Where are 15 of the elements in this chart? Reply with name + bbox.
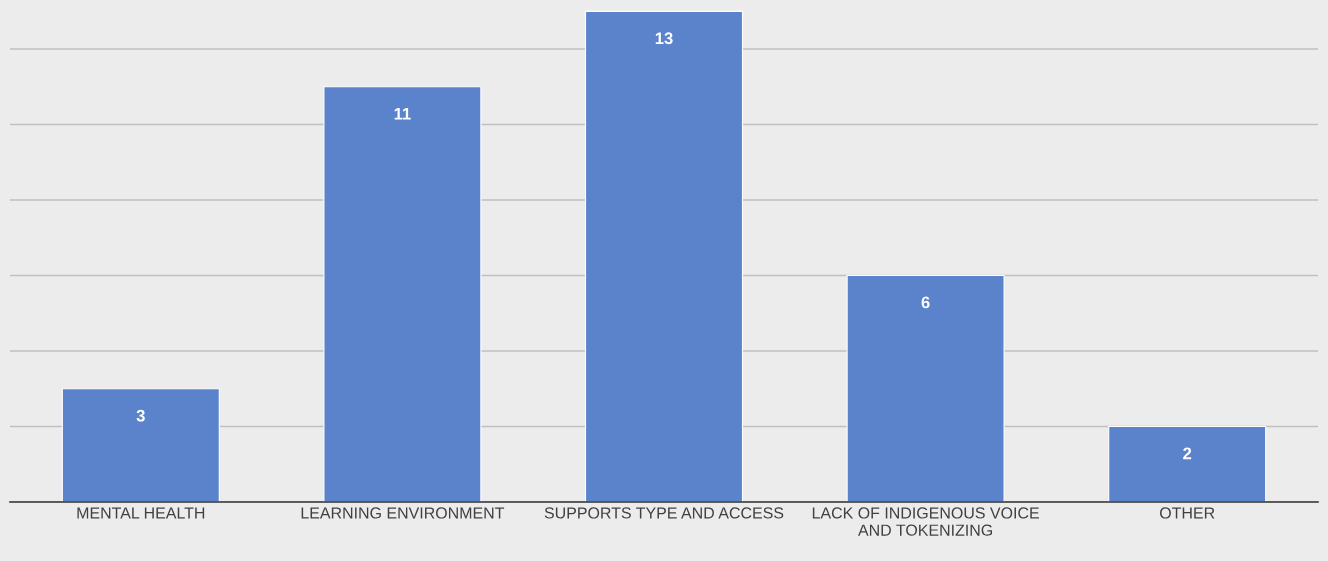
x-tick-label: LACK OF INDIGENOUS VOICE AND TOKENIZING — [812, 507, 1039, 536]
bar — [323, 86, 482, 502]
bar — [846, 274, 1005, 502]
data-label: 13 — [655, 32, 673, 45]
bar — [584, 10, 744, 502]
x-tick-label: SUPPORTS TYPE AND ACCESS — [544, 507, 784, 519]
bar — [61, 388, 220, 502]
data-label: 2 — [1183, 447, 1192, 460]
x-tick-label: MENTAL HEALTH — [77, 507, 205, 519]
x-tick-label: OTHER — [1160, 507, 1215, 519]
data-label: 11 — [394, 108, 411, 120]
x-tick-label: LEARNING ENVIRONMENT — [301, 507, 505, 519]
data-label: 3 — [136, 409, 145, 422]
bar — [1108, 425, 1267, 502]
data-label: 6 — [921, 296, 930, 309]
